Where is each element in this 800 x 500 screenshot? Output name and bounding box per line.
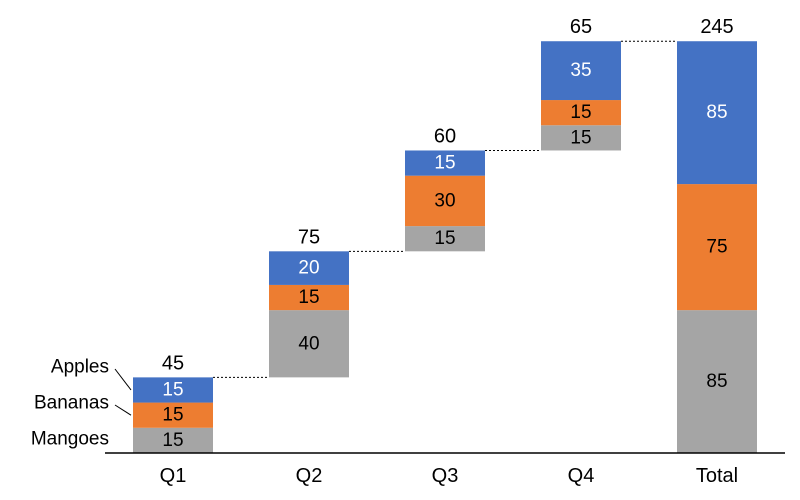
data-label-q4-bananas: 15 [570,102,591,123]
data-label-q4-apples: 35 [570,60,591,81]
data-label-q3-mangoes: 15 [434,228,455,249]
segment-labels: 15 15 15 40 15 20 15 30 15 15 15 35 85 75 85 [162,60,727,451]
total-labels: 45 75 60 65 245 [162,16,734,374]
data-label-q1-apples: 15 [162,379,183,400]
x-tick-labels: Q1 Q2 Q3 Q4 Total [160,465,738,487]
legend-leader-bananas [114,404,132,416]
total-label-q3: 60 [434,125,456,147]
bar-q2-apples [269,251,349,285]
x-tick-total: Total [696,465,738,487]
total-label-q4: 65 [570,16,592,38]
legend: Mangoes Bananas Apples [31,357,132,450]
data-label-total-mangoes: 85 [706,371,727,392]
bar-q2-mangoes [269,310,349,378]
bar-total-mangoes [677,310,757,453]
data-label-q4-mangoes: 15 [570,127,591,148]
data-label-q2-apples: 20 [298,258,319,279]
total-label-q1: 45 [162,352,184,374]
data-label-q2-mangoes: 40 [298,333,319,354]
bar-q3-bananas [405,175,485,227]
bar-q1-apples [133,377,213,403]
bar-q3-mangoes [405,226,485,252]
bar-q1-mangoes [133,427,213,453]
data-label-q3-apples: 15 [434,153,455,174]
x-tick-q2: Q2 [296,465,323,487]
bar-q1-bananas [133,402,213,428]
x-tick-q3: Q3 [432,465,459,487]
bar-segments [133,41,757,453]
data-label-q1-mangoes: 15 [162,430,183,451]
legend-leader-apples [114,368,132,391]
bar-q2-bananas [269,284,349,311]
x-tick-q4: Q4 [568,465,595,487]
total-label-total: 245 [700,16,733,38]
legend-label-apples: Apples [51,357,109,378]
x-tick-q1: Q1 [160,465,187,487]
bar-q3-apples [405,150,485,176]
data-label-total-bananas: 75 [706,237,727,258]
data-label-q1-bananas: 15 [162,405,183,426]
bar-total-bananas [677,184,757,311]
legend-label-mangoes: Mangoes [31,429,109,450]
data-label-total-apples: 85 [706,102,727,123]
bar-q4-bananas [541,100,621,126]
connector-lines [213,40,677,378]
legend-label-bananas: Bananas [34,393,109,414]
bar-q4-apples [541,41,621,101]
bar-q4-mangoes [541,125,621,151]
bar-total-apples [677,41,757,185]
data-label-q2-bananas: 15 [298,287,319,308]
data-label-q3-bananas: 30 [434,190,455,211]
total-label-q2: 75 [298,226,320,248]
